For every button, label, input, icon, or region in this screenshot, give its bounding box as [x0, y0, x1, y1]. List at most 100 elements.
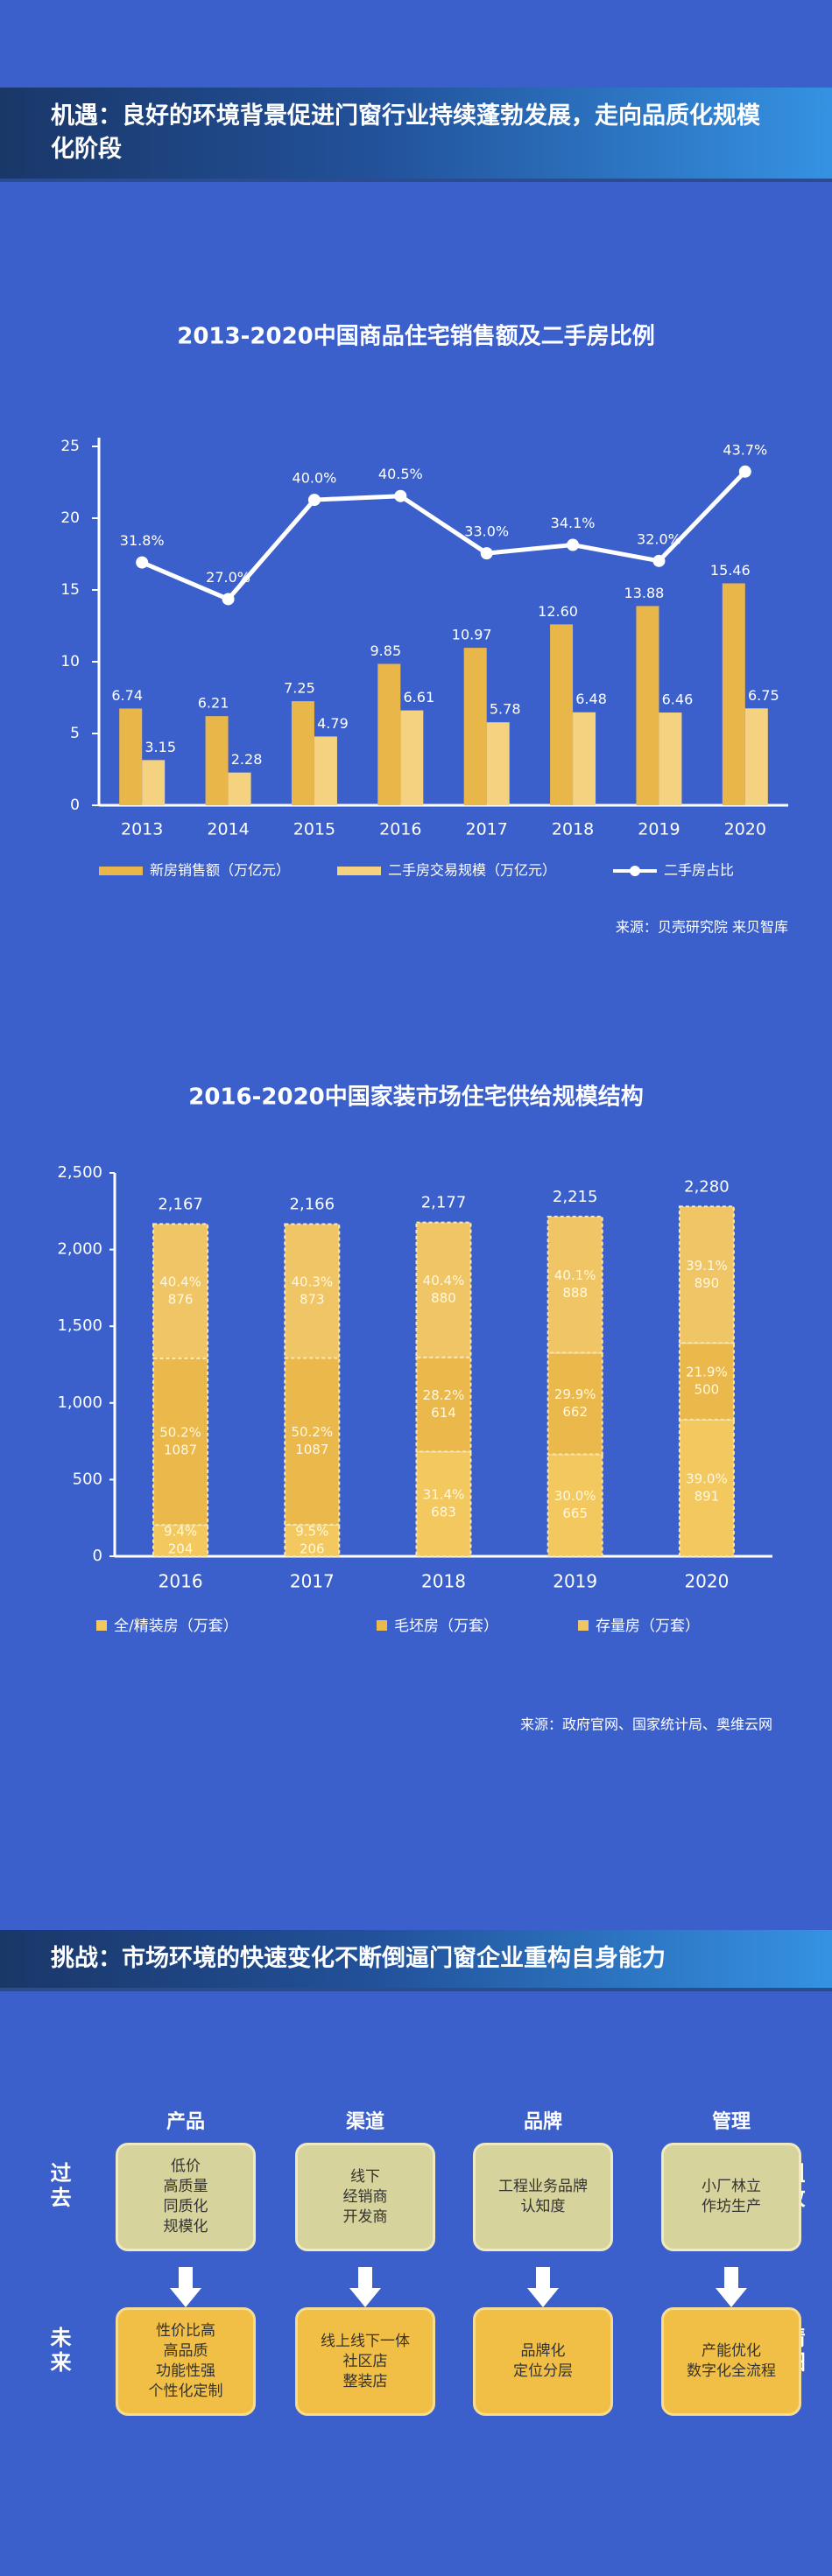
legend-marker: [337, 867, 381, 875]
legend-marker: [96, 1620, 107, 1631]
column-header: 管理: [711, 2111, 751, 2133]
box-text: 作坊生产: [702, 2198, 761, 2215]
data-label: 27.0%: [206, 569, 250, 586]
stage-box: 产能优化 数字化全流程: [661, 2307, 801, 2416]
line-point: [567, 538, 580, 551]
legend-marker: [99, 867, 143, 875]
line-point: [136, 556, 149, 569]
y-tick-label: 5: [70, 725, 80, 742]
bar-segment: [152, 1357, 209, 1527]
share-label: 9.4%: [164, 1524, 197, 1540]
chart-title: 2016-2020中国家装市场住宅供给规模结构: [188, 1084, 644, 1111]
x-tick-label: 2019: [638, 820, 680, 839]
data-label: 33.0%: [464, 523, 509, 540]
share-label: 39.0%: [686, 1470, 728, 1486]
bar: [119, 708, 143, 805]
line-point: [652, 554, 666, 567]
line-point: [738, 465, 751, 478]
data-label: 6.48: [575, 691, 607, 707]
column-header: 渠道: [345, 2111, 384, 2133]
data-label: 5.78: [490, 701, 521, 718]
box-text: 社区店: [342, 2352, 388, 2370]
stage-box: 线下 经销商 开发商: [295, 2143, 435, 2251]
data-label: 40.5%: [378, 466, 423, 482]
section-banner: 挑战：市场环境的快速变化不断倒逼门窗企业重构自身能力: [0, 1930, 832, 1991]
y-tick-label: 15: [60, 581, 80, 599]
bar: [142, 760, 166, 805]
x-tick-label: 2017: [466, 820, 508, 839]
bar-segment: [546, 1215, 603, 1354]
y-tick-label: 10: [60, 653, 80, 670]
box-text: 定位分层: [513, 2362, 573, 2380]
x-tick-label: 2018: [552, 820, 594, 839]
bar-segment: [415, 1356, 472, 1453]
data-label: 614: [431, 1405, 456, 1421]
share-label: 9.5%: [295, 1523, 328, 1539]
legend-label: 新房销售额（万亿元）: [150, 862, 290, 879]
data-label: 15.46: [710, 562, 751, 579]
data-label: 2.28: [231, 751, 263, 768]
y-tick-label: 1,500: [57, 1316, 102, 1335]
y-tick-label: 0: [70, 797, 80, 814]
box-text: 高质量: [163, 2178, 208, 2195]
data-label: 662: [562, 1404, 588, 1420]
data-label: 6.21: [198, 695, 229, 712]
x-tick-label: 2014: [207, 820, 249, 839]
data-label: 6.46: [662, 691, 694, 708]
arrow: [527, 2267, 559, 2307]
box-text: 低价: [171, 2158, 201, 2175]
arrow: [170, 2267, 201, 2307]
bar-segment: [678, 1205, 735, 1344]
bar-segment: [415, 1450, 472, 1558]
total-label: 2,166: [290, 1196, 335, 1214]
box-text: 整装店: [342, 2372, 388, 2390]
bar: [722, 583, 745, 805]
line-point: [394, 489, 407, 502]
data-label: 880: [431, 1290, 456, 1306]
bar: [291, 701, 314, 805]
legend-label: 毛坯房（万套）: [394, 1618, 498, 1635]
total-label: 2,177: [421, 1194, 467, 1212]
line-point: [222, 593, 235, 606]
bar: [228, 772, 251, 805]
y-tick-label: 20: [60, 509, 80, 527]
total-label: 2,167: [158, 1195, 203, 1213]
data-label: 7.25: [284, 680, 315, 697]
chart: 2013-2020中国商品住宅销售额及二手房比例 0 5 10 15 20 25 2013 6…: [60, 323, 788, 936]
data-label: 31.8%: [120, 532, 165, 549]
legend-marker: [578, 1620, 589, 1631]
data-label: 206: [300, 1541, 325, 1556]
data-label: 43.7%: [723, 441, 767, 458]
share-label: 28.2%: [423, 1387, 465, 1403]
data-label: 1087: [295, 1442, 328, 1457]
box-text: 经销商: [342, 2187, 388, 2206]
y-tick-label: 2,500: [57, 1163, 102, 1182]
chart-title: 2013-2020中国商品住宅销售额及二手房比例: [177, 323, 655, 350]
x-tick-label: 2015: [293, 820, 335, 839]
box-text: 数字化全流程: [687, 2362, 776, 2380]
stage-box: 性价比高 高品质 功能性强 个性化定制: [116, 2307, 256, 2416]
box-text: 个性化定制: [148, 2383, 223, 2400]
x-tick-label: 2019: [553, 1571, 597, 1592]
y-tick-label: 1,000: [57, 1393, 102, 1412]
data-label: 873: [300, 1291, 325, 1307]
share-label: 50.2%: [291, 1424, 333, 1440]
data-label: 683: [431, 1505, 456, 1520]
data-label: 665: [562, 1506, 588, 1521]
share-label: 40.4%: [159, 1274, 201, 1290]
x-tick-label: 2020: [724, 820, 766, 839]
legend-marker: [630, 866, 640, 876]
x-tick-label: 2013: [121, 820, 163, 839]
stage-box: 小厂林立 作坊生产: [661, 2143, 801, 2251]
total-label: 2,215: [553, 1188, 598, 1206]
bar: [463, 648, 487, 805]
legend-label: 全/精装房（万套）: [114, 1618, 238, 1635]
bar: [573, 712, 596, 805]
data-label: 890: [695, 1275, 720, 1291]
bar-segment: [284, 1357, 341, 1526]
data-label: 1087: [164, 1442, 197, 1458]
bar-segment: [284, 1223, 341, 1359]
data-label: 13.88: [624, 585, 665, 601]
bar-segment: [152, 1524, 209, 1558]
